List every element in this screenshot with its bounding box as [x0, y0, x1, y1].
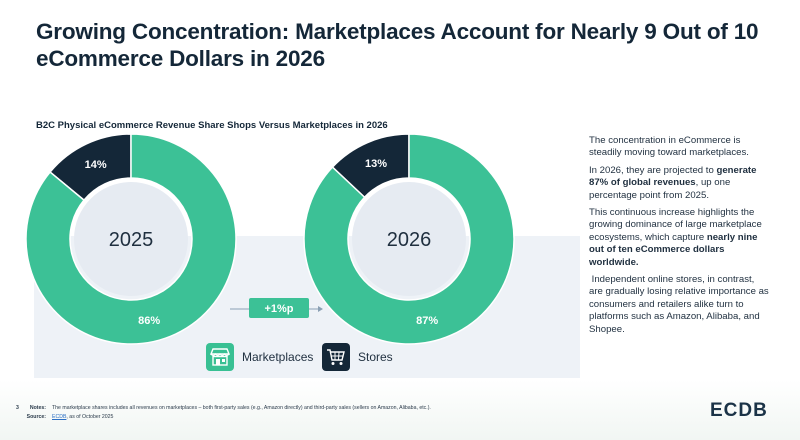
- chart-title: B2C Physical eCommerce Revenue Share Sho…: [36, 120, 388, 131]
- donut-chart-2025: 14% 86% 2025: [25, 133, 237, 345]
- page-title: Growing Concentration: Marketplaces Acco…: [36, 18, 776, 72]
- legend-item-marketplaces: Marketplaces: [206, 343, 313, 371]
- commentary-p3: This continuous increase highlights the …: [589, 207, 762, 268]
- slice-label-marketplaces-2025: 86%: [138, 315, 160, 327]
- source-row: Source: ECDB, as of October 2025: [20, 413, 431, 422]
- commentary-p2: In 2026, they are projected to generate …: [589, 164, 757, 201]
- change-label: +1%p: [264, 303, 293, 315]
- change-arrow: +1%p: [230, 298, 323, 318]
- shopping-cart-icon: [322, 343, 350, 371]
- notes-row: Notes: The marketplace shares includes al…: [20, 404, 431, 413]
- slice-marketplaces-2025: [25, 133, 237, 345]
- slice-label-stores-2026: 13%: [365, 158, 387, 170]
- storefront-icon: [206, 343, 234, 371]
- notes-label: Notes:: [29, 405, 46, 411]
- center-disc-2025: [74, 182, 188, 296]
- commentary-panel: The concentration in eCommerce is steadi…: [589, 135, 769, 341]
- commentary-p4: Independent online stores, in contrast, …: [589, 274, 772, 335]
- center-label-2026: 2026: [387, 229, 432, 251]
- notes-text: The marketplace shares includes all reve…: [52, 405, 431, 411]
- source-link[interactable]: ECDB: [52, 414, 67, 420]
- legend-label-stores: Stores: [358, 350, 393, 364]
- center-label-2025: 2025: [109, 229, 154, 251]
- donut-chart-2026: 13% 87% 2026: [303, 133, 515, 345]
- legend-item-stores: Stores: [322, 343, 393, 371]
- footnotes: 3 Notes: The marketplace shares includes …: [16, 404, 431, 422]
- source-text: , as of October 2025: [66, 414, 114, 420]
- bottom-fade: [0, 380, 800, 440]
- slice-label-stores-2025: 14%: [85, 159, 107, 171]
- center-disc-2026: [352, 182, 466, 296]
- ecdb-logo: ECDB: [710, 400, 768, 421]
- title-line-1: Growing Concentration: Marketplaces Acco…: [36, 19, 759, 44]
- slice-marketplaces-2026: [303, 133, 515, 345]
- commentary-p1: The concentration in eCommerce is steadi…: [589, 135, 749, 159]
- slice-label-marketplaces-2026: 87%: [416, 315, 438, 327]
- source-label: Source:: [26, 414, 46, 420]
- change-badge: [249, 298, 309, 318]
- title-line-2: eCommerce Dollars in 2026: [36, 46, 325, 71]
- legend-label-marketplaces: Marketplaces: [242, 350, 314, 364]
- arrow-head: [318, 306, 323, 312]
- page-marker: 3: [16, 405, 19, 411]
